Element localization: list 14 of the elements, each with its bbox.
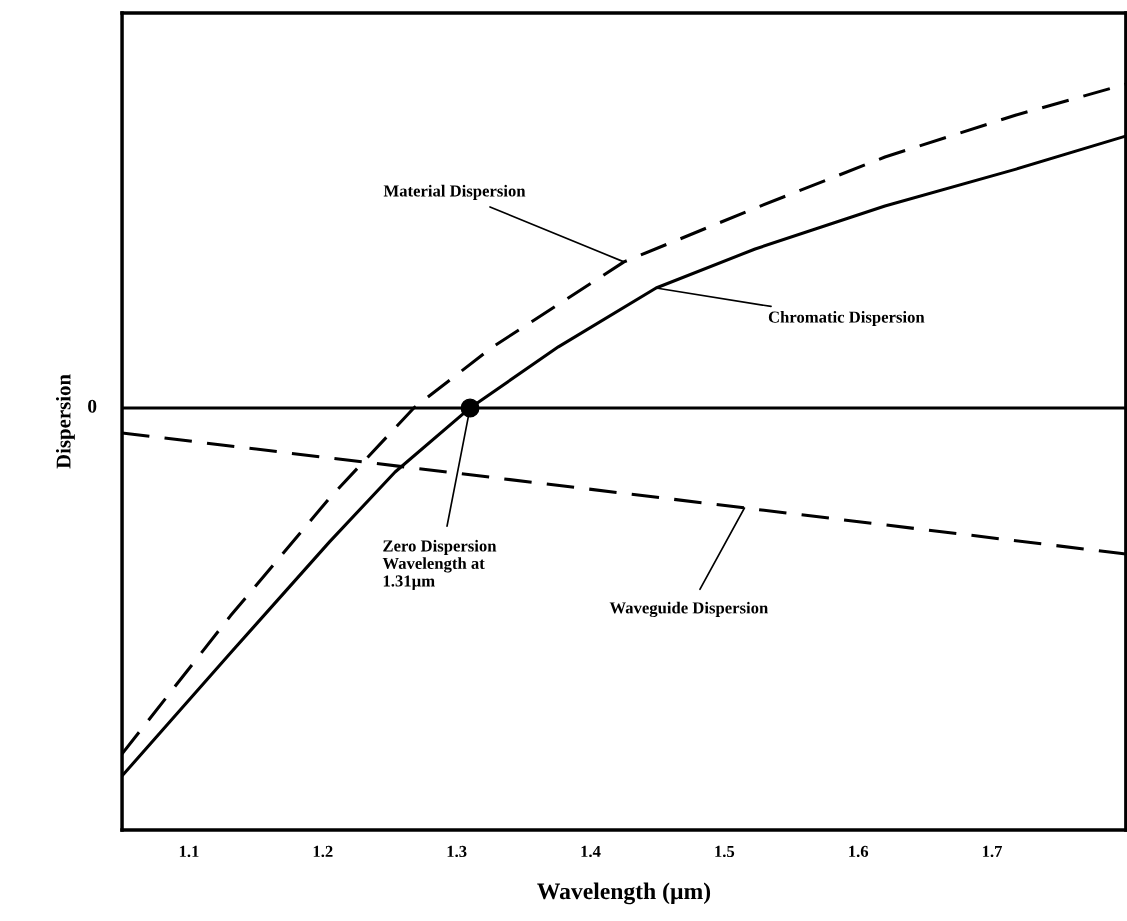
x-tick-label: 1.1 (179, 845, 199, 858)
x-tick-label: 1.5 (715, 845, 735, 858)
x-tick-label: 1.3 (447, 845, 467, 858)
x-tick-label: 1.7 (982, 845, 1003, 858)
annotation: Chromatic Dispersion (768, 310, 925, 327)
y-axis-title: Dispersion (55, 374, 75, 469)
annotation: Zero Dispersion Wavelength at 1.31µm (382, 539, 497, 590)
annotation: Waveguide Dispersion (609, 601, 769, 618)
annotation: Material Dispersion (383, 184, 526, 200)
ref-line-label: 0 (88, 399, 97, 413)
x-tick-label: 1.4 (581, 845, 601, 858)
x-tick-label: 1.6 (849, 845, 869, 858)
x-axis-title: Wavelength (µm) (537, 882, 711, 905)
x-tick-label: 1.2 (313, 845, 333, 858)
